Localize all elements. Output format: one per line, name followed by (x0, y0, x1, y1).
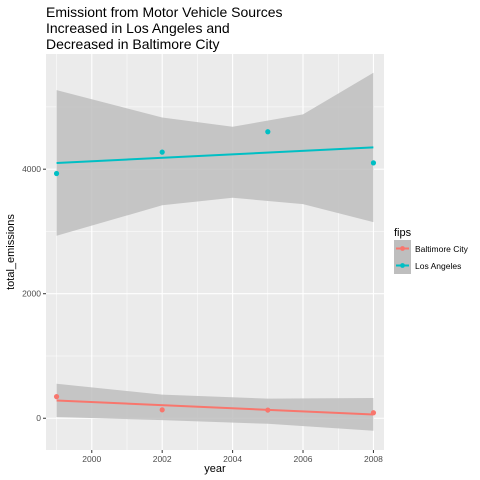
y-axis-ticks: 0 2000 4000 (22, 164, 46, 423)
data-point (370, 160, 377, 166)
legend: fips Baltimore City Los Angeles (394, 227, 469, 274)
legend-key-point (400, 246, 405, 251)
y-axis-title: total_emissions (5, 214, 17, 290)
y-tick-label: 0 (36, 413, 41, 423)
legend-label-0: Baltimore City (415, 244, 469, 254)
data-points (53, 129, 377, 416)
x-tick-label: 2008 (364, 454, 383, 464)
data-point (265, 407, 271, 413)
x-tick-label: 2000 (82, 454, 101, 464)
x-tick-label: 2002 (153, 454, 172, 464)
legend-label-1: Los Angeles (415, 261, 461, 271)
chart-title-line-1: Emissiont from Motor Vehicle Sources (46, 4, 283, 20)
legend-title: fips (394, 227, 412, 239)
trend-line-1 (56, 146, 374, 164)
chart-title: Emissiont from Motor Vehicle SourcesIncr… (46, 4, 283, 52)
x-tick-label: 2004 (223, 454, 242, 464)
y-tick-label: 2000 (22, 289, 41, 299)
data-point (159, 407, 165, 413)
data-point (53, 170, 60, 177)
x-axis-title: year (204, 463, 226, 475)
data-point (370, 410, 377, 416)
x-tick-label: 2006 (294, 454, 313, 464)
data-point (159, 149, 165, 155)
y-tick-label: 4000 (22, 164, 41, 174)
data-point (265, 129, 271, 135)
chart-title-line-3: Decreased in Baltimore City (46, 36, 220, 52)
trend-lines (56, 146, 374, 416)
x-axis-ticks: 2000 2002 2004 2006 2008 (82, 450, 383, 464)
trend-line-0 (56, 399, 374, 416)
chart-title-line-2: Increased in Los Angeles and (46, 20, 230, 36)
data-point (53, 394, 60, 400)
legend-key-point (400, 263, 405, 268)
